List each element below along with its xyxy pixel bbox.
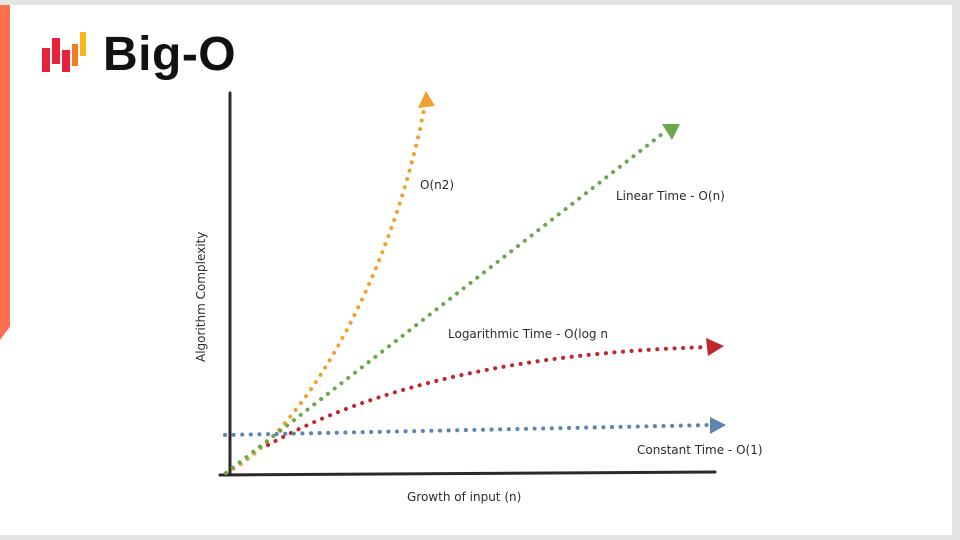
series-arrowhead-quadratic [418,91,435,108]
series-line-quadratic [224,103,427,475]
series-label-quadratic: O(n2) [420,178,454,192]
slide: Big-O Algorithm Complexity Growth of inp… [0,5,952,535]
brand-logo-icon [42,32,86,72]
series-line-linear [224,129,668,475]
series-arrowhead-constant [710,417,726,434]
series-arrowhead-logarithmic [706,338,724,356]
series-label-logarithmic: Logarithmic Time - O(log n [448,327,608,341]
series-arrowhead-linear [662,124,680,140]
complexity-chart: Algorithm Complexity Growth of input (n)… [194,91,763,504]
series-label-linear: Linear Time - O(n) [616,189,725,203]
series-line-logarithmic [266,345,712,447]
series-line-constant [223,423,714,437]
x-axis [218,470,717,477]
accent-bar [0,5,10,340]
x-axis-label: Growth of input (n) [407,490,521,504]
series-label-constant: Constant Time - O(1) [637,443,763,457]
page-title: Big-O [103,28,237,81]
y-axis-label: Algorithm Complexity [194,232,208,362]
